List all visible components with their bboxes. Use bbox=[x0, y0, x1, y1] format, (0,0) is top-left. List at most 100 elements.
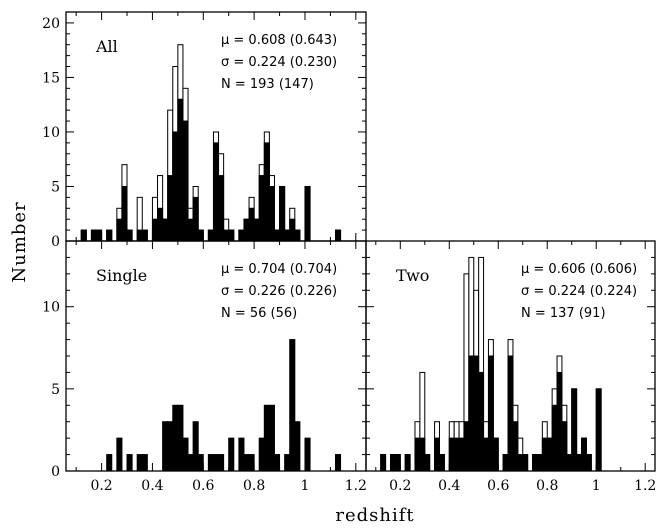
histogram-bar-filled bbox=[595, 388, 602, 472]
y-tick-label: 5 bbox=[51, 179, 60, 195]
histogram-bar-filled bbox=[585, 454, 592, 472]
histogram-bar-filled bbox=[187, 454, 194, 472]
histogram-bar-filled bbox=[438, 454, 445, 472]
histogram-bar-filled bbox=[502, 454, 509, 472]
histogram-bar-filled bbox=[478, 371, 485, 472]
histogram-bar-filled bbox=[258, 437, 265, 472]
histogram-bar-filled bbox=[258, 175, 265, 242]
histogram-bar-filled bbox=[243, 454, 250, 472]
histogram-bar-filled bbox=[536, 454, 543, 472]
histogram-bar-filled bbox=[162, 218, 169, 242]
panel-statistic: N = 137 (91) bbox=[521, 306, 606, 321]
histogram-bar-filled bbox=[121, 185, 128, 242]
histogram-bar-filled bbox=[507, 355, 514, 472]
panel-statistic: N = 56 (56) bbox=[221, 306, 297, 321]
histogram-bar-filled bbox=[551, 404, 558, 472]
histogram-bar-filled bbox=[182, 120, 189, 242]
histogram-bar-filled bbox=[487, 355, 494, 472]
histogram-bar-filled bbox=[561, 421, 568, 472]
panel-statistic: σ = 0.226 (0.226) bbox=[221, 284, 337, 299]
histogram-bar-filled bbox=[167, 175, 174, 242]
histogram-bar-filled bbox=[177, 98, 184, 242]
histogram-bar-filled bbox=[334, 454, 342, 472]
histogram-bar-filled bbox=[434, 437, 440, 472]
histogram-bar-filled bbox=[273, 229, 281, 242]
x-tick-label: 0.6 bbox=[192, 478, 214, 494]
histogram-bar-filled bbox=[243, 218, 250, 242]
histogram-bar-filled bbox=[453, 437, 460, 472]
histogram-bar-filled bbox=[126, 454, 133, 472]
panel-statistic: N = 193 (147) bbox=[221, 77, 314, 92]
histogram-bar-filled bbox=[106, 229, 113, 242]
histogram-bar-filled bbox=[404, 454, 411, 472]
histogram-bar-filled bbox=[172, 131, 179, 242]
histogram-bar-filled bbox=[197, 229, 204, 242]
y-tick-label: 0 bbox=[51, 464, 60, 480]
histogram-bar-filled bbox=[218, 175, 225, 242]
histogram-bar-filled bbox=[192, 421, 199, 472]
histogram-bar-filled bbox=[207, 454, 214, 472]
panel-label: All bbox=[95, 37, 118, 56]
histogram-bar-filled bbox=[380, 454, 387, 472]
y-tick-label: 0 bbox=[51, 234, 60, 250]
histogram-bar-filled bbox=[157, 207, 164, 242]
histogram-bar-filled bbox=[151, 218, 159, 242]
histogram-bar-filled bbox=[197, 454, 204, 472]
histogram-bar-filled bbox=[463, 421, 470, 472]
histogram-bar-filled bbox=[263, 142, 270, 242]
histogram-bar-filled bbox=[162, 421, 169, 472]
panel-statistic: μ = 0.608 (0.643) bbox=[221, 33, 337, 48]
histogram-bar-filled bbox=[126, 229, 133, 242]
histogram-bar-filled bbox=[248, 454, 255, 472]
histogram-bar-filled bbox=[289, 339, 296, 472]
histogram-bar-filled bbox=[424, 454, 431, 472]
histogram-bar-filled bbox=[517, 454, 524, 472]
histogram-bar-filled bbox=[141, 229, 148, 242]
histogram-bar-filled bbox=[253, 218, 260, 242]
histogram-bar-filled bbox=[248, 207, 255, 242]
histogram-bar-filled bbox=[90, 229, 97, 242]
x-tick-label: 0.4 bbox=[141, 478, 163, 494]
histogram-bar-filled bbox=[192, 196, 199, 242]
histogram-bar-filled bbox=[284, 229, 291, 242]
histogram-bar-filled bbox=[177, 404, 184, 472]
histogram-bar-filled bbox=[304, 437, 311, 472]
histogram-bar-filled bbox=[263, 404, 270, 472]
panel-label: Single bbox=[96, 266, 147, 285]
histogram-bar-filled bbox=[187, 218, 194, 242]
histogram-bar-filled bbox=[228, 437, 235, 472]
histogram-bar-filled bbox=[106, 454, 113, 472]
histogram-bar-filled bbox=[294, 229, 301, 242]
histogram-bar-filled bbox=[167, 421, 174, 472]
histogram-bar-filled bbox=[571, 388, 578, 472]
histogram-bar-filled bbox=[238, 229, 245, 242]
histogram-bar-filled bbox=[304, 185, 311, 242]
histogram-bar-filled bbox=[96, 229, 103, 242]
histogram-bar-filled bbox=[289, 218, 296, 242]
histogram-bar-filled bbox=[284, 454, 291, 472]
y-tick-label: 10 bbox=[42, 125, 60, 141]
histogram-bar-filled bbox=[414, 437, 421, 472]
x-tick-label: 1 bbox=[301, 478, 310, 494]
histogram-bar-filled bbox=[268, 185, 275, 242]
histogram-bar-filled bbox=[566, 454, 573, 472]
panel-statistic: μ = 0.704 (0.704) bbox=[221, 262, 337, 277]
histogram-bar-filled bbox=[394, 454, 401, 472]
histogram-bar-filled bbox=[116, 218, 123, 242]
y-tick-label: 10 bbox=[42, 300, 60, 316]
histogram-bar-filled bbox=[212, 454, 220, 472]
histogram-bar-filled bbox=[448, 437, 455, 472]
histogram-bar-filled bbox=[273, 454, 281, 472]
panel-statistic: μ = 0.606 (0.606) bbox=[521, 262, 637, 277]
histogram-bar-filled bbox=[389, 454, 396, 472]
x-tick-label: 0.2 bbox=[90, 478, 112, 494]
histogram-bar-filled bbox=[141, 454, 148, 472]
y-tick-label: 5 bbox=[51, 382, 60, 398]
x-tick-label: 0.8 bbox=[536, 478, 558, 494]
histogram-bar-filled bbox=[468, 355, 475, 472]
histogram-bar-filled bbox=[492, 437, 499, 472]
histogram-bar-filled bbox=[223, 229, 230, 242]
histogram-bar-filled bbox=[116, 437, 123, 472]
